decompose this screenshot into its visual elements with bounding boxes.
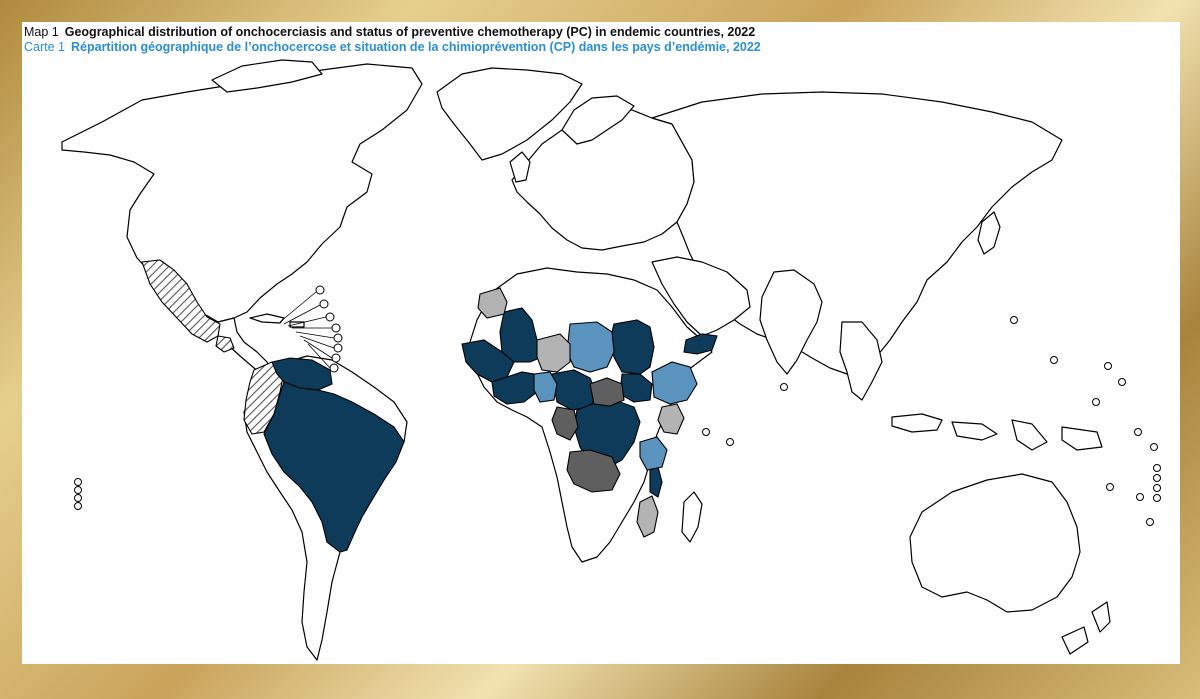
pacific-left-markers bbox=[74, 478, 82, 510]
british-isles bbox=[509, 151, 531, 183]
mali bbox=[499, 307, 543, 363]
indonesia bbox=[891, 413, 943, 433]
world-map bbox=[61, 59, 1161, 661]
venezuela bbox=[271, 357, 333, 391]
pacific-right-markers bbox=[702, 316, 1161, 526]
arctic-islands bbox=[211, 59, 323, 93]
guatemala-hatched bbox=[215, 335, 235, 353]
india bbox=[759, 269, 823, 375]
new-zealand bbox=[1091, 601, 1111, 633]
brazil bbox=[263, 381, 405, 553]
ethiopia bbox=[651, 361, 698, 405]
tanzania-malawi bbox=[649, 466, 663, 498]
kenya bbox=[657, 403, 685, 435]
mexico-hatched bbox=[141, 259, 221, 343]
title-french-text: Répartition géographique de l’onchocerco… bbox=[71, 40, 761, 54]
nigeria bbox=[536, 333, 571, 373]
caribbean-leader-lines bbox=[279, 291, 335, 369]
benin-togo bbox=[533, 371, 558, 403]
australia bbox=[909, 473, 1081, 613]
title-french: Carte 1 Répartition géographique de l’onc… bbox=[24, 40, 761, 55]
southeast-asia bbox=[839, 321, 883, 401]
scandinavia bbox=[561, 95, 635, 145]
title-english-label: Map 1 bbox=[24, 25, 59, 39]
title-english: Map 1 Geographical distribution of onchoc… bbox=[24, 25, 761, 40]
niger-chad bbox=[566, 321, 615, 373]
angola bbox=[566, 449, 621, 493]
caribbean bbox=[249, 313, 285, 324]
map-panel: Map 1 Geographical distribution of onchoc… bbox=[22, 22, 1180, 664]
title-block: Map 1 Geographical distribution of onchoc… bbox=[24, 25, 761, 55]
title-french-label: Carte 1 bbox=[24, 40, 65, 54]
gabon-congo bbox=[551, 406, 579, 441]
mauritania bbox=[477, 287, 508, 319]
yemen bbox=[683, 333, 718, 355]
uganda-burundi bbox=[639, 436, 668, 471]
north-america bbox=[61, 63, 423, 323]
madagascar bbox=[681, 491, 703, 543]
title-english-text: Geographical distribution of onchocercia… bbox=[64, 25, 756, 39]
greenland bbox=[436, 67, 583, 161]
mozambique bbox=[636, 495, 659, 538]
japan bbox=[977, 211, 1001, 255]
central-african-republic bbox=[589, 377, 625, 407]
arabian-peninsula bbox=[651, 256, 751, 337]
